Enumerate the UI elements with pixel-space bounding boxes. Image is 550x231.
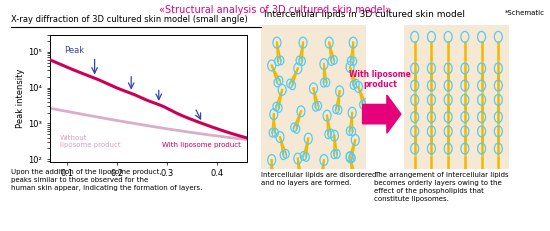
- Text: X-ray diffraction of 3D cultured skin model (small angle): X-ray diffraction of 3D cultured skin mo…: [11, 15, 248, 24]
- Text: The arrangement of intercellular lipids
becomes orderly layers owing to the
effe: The arrangement of intercellular lipids …: [374, 172, 509, 202]
- Text: «Structural analysis of 3D cultured skin model»: «Structural analysis of 3D cultured skin…: [159, 5, 391, 15]
- Text: Peak: Peak: [64, 46, 85, 55]
- FancyArrow shape: [362, 95, 401, 133]
- Text: *Schematic: *Schematic: [505, 10, 545, 16]
- Text: Without
liposome product: Without liposome product: [59, 135, 120, 148]
- Text: With liposome
product: With liposome product: [349, 70, 411, 89]
- Text: Intercellular lipids are disordered
and no layers are formed.: Intercellular lipids are disordered and …: [261, 172, 377, 186]
- Text: Intercellular lipids in 3D cultured skin model: Intercellular lipids in 3D cultured skin…: [264, 10, 465, 19]
- Text: Upon the addition of the liposome product,
peaks similar to those observed for t: Upon the addition of the liposome produc…: [11, 169, 202, 191]
- Y-axis label: Peak intensity: Peak intensity: [16, 68, 25, 128]
- Text: With liposome product: With liposome product: [162, 142, 241, 148]
